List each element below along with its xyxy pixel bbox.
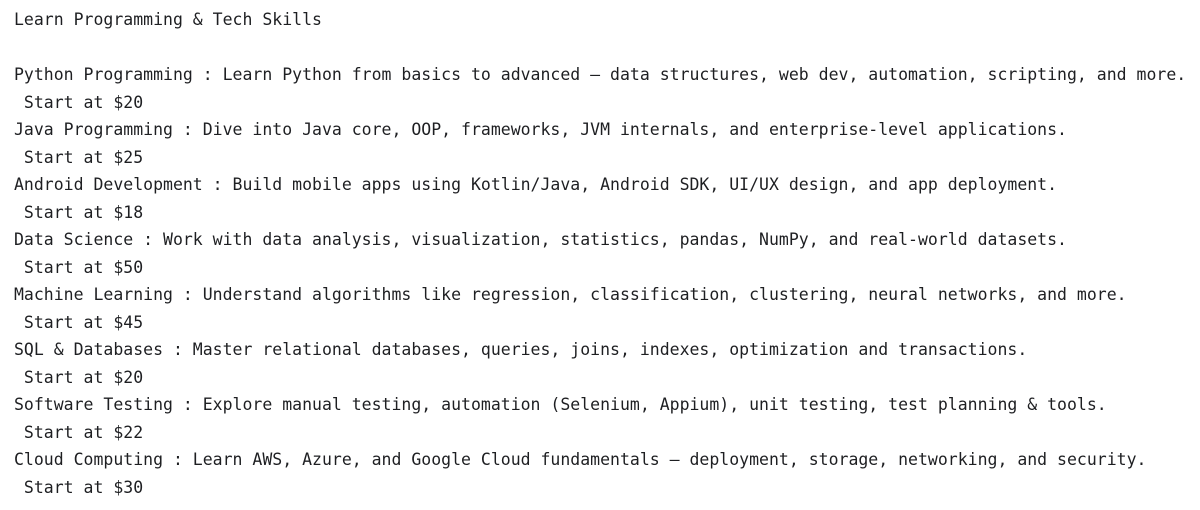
course-price: Start at $45 bbox=[14, 313, 144, 332]
course-line: Java Programming : Dive into Java core, … bbox=[14, 120, 1067, 139]
course-price: Start at $18 bbox=[14, 203, 144, 222]
title-line: Learn Programming & Tech Skills bbox=[14, 10, 322, 29]
course-price: Start at $20 bbox=[14, 93, 144, 112]
course-line: Data Science : Work with data analysis, … bbox=[14, 230, 1067, 249]
course-line: Python Programming : Learn Python from b… bbox=[14, 65, 1187, 84]
course-line: Software Testing : Explore manual testin… bbox=[14, 395, 1107, 414]
course-line: Machine Learning : Understand algorithms… bbox=[14, 285, 1127, 304]
course-price: Start at $25 bbox=[14, 148, 144, 167]
course-line: Cloud Computing : Learn AWS, Azure, and … bbox=[14, 450, 1147, 469]
course-line: SQL & Databases : Master relational data… bbox=[14, 340, 1028, 359]
course-price: Start at $30 bbox=[14, 478, 144, 497]
course-price: Start at $22 bbox=[14, 423, 144, 442]
course-line: Android Development : Build mobile apps … bbox=[14, 175, 1058, 194]
course-price: Start at $20 bbox=[14, 368, 144, 387]
course-price: Start at $50 bbox=[14, 258, 144, 277]
